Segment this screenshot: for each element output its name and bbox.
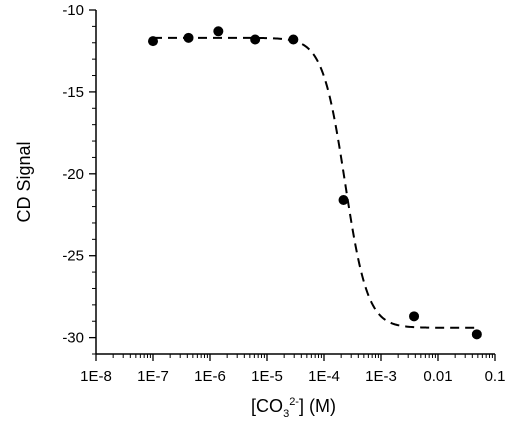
x-tick-label: 1E-8 [80, 368, 112, 385]
y-tick-label: -30 [62, 330, 84, 347]
x-axis-label-close: ] (M) [299, 396, 336, 416]
data-point [338, 195, 349, 206]
data-point [250, 34, 261, 45]
x-axis-label-open: [CO [251, 396, 283, 416]
x-tick-label: 1E-3 [365, 368, 397, 385]
x-tick-label: 1E-4 [308, 368, 340, 385]
data-point [288, 34, 299, 45]
y-tick-label: -20 [62, 166, 84, 183]
axes [95, 10, 495, 355]
x-tick-label: 1E-7 [137, 368, 169, 385]
y-tick-label: -15 [62, 84, 84, 101]
data-point [471, 329, 482, 340]
x-axis-label-subscript: 3 [283, 408, 289, 420]
data-point [183, 32, 194, 43]
x-tick-label: 1E-5 [251, 368, 283, 385]
x-axis-label: [CO32-] (M) [251, 396, 336, 420]
x-tick-label: 1E-6 [194, 368, 226, 385]
x-axis-label-superscript: 2- [289, 396, 299, 408]
y-tick-label: -10 [62, 2, 84, 19]
y-axis-label: CD Signal [14, 141, 34, 222]
data-point [148, 36, 158, 47]
x-ticks: 1E-8 1E-7 1E-6 1E-5 1E-4 1E-3 0.01 0.1 [80, 354, 505, 385]
y-ticks: -10 -15 -20 -25 -30 [62, 2, 96, 355]
data-point [409, 311, 420, 322]
x-tick-label: 0.1 [485, 368, 506, 385]
x-tick-label: 0.01 [423, 368, 452, 385]
y-tick-label: -25 [62, 248, 84, 265]
data-point [213, 26, 224, 37]
data-points [148, 26, 482, 340]
fit-curve [153, 36, 477, 329]
